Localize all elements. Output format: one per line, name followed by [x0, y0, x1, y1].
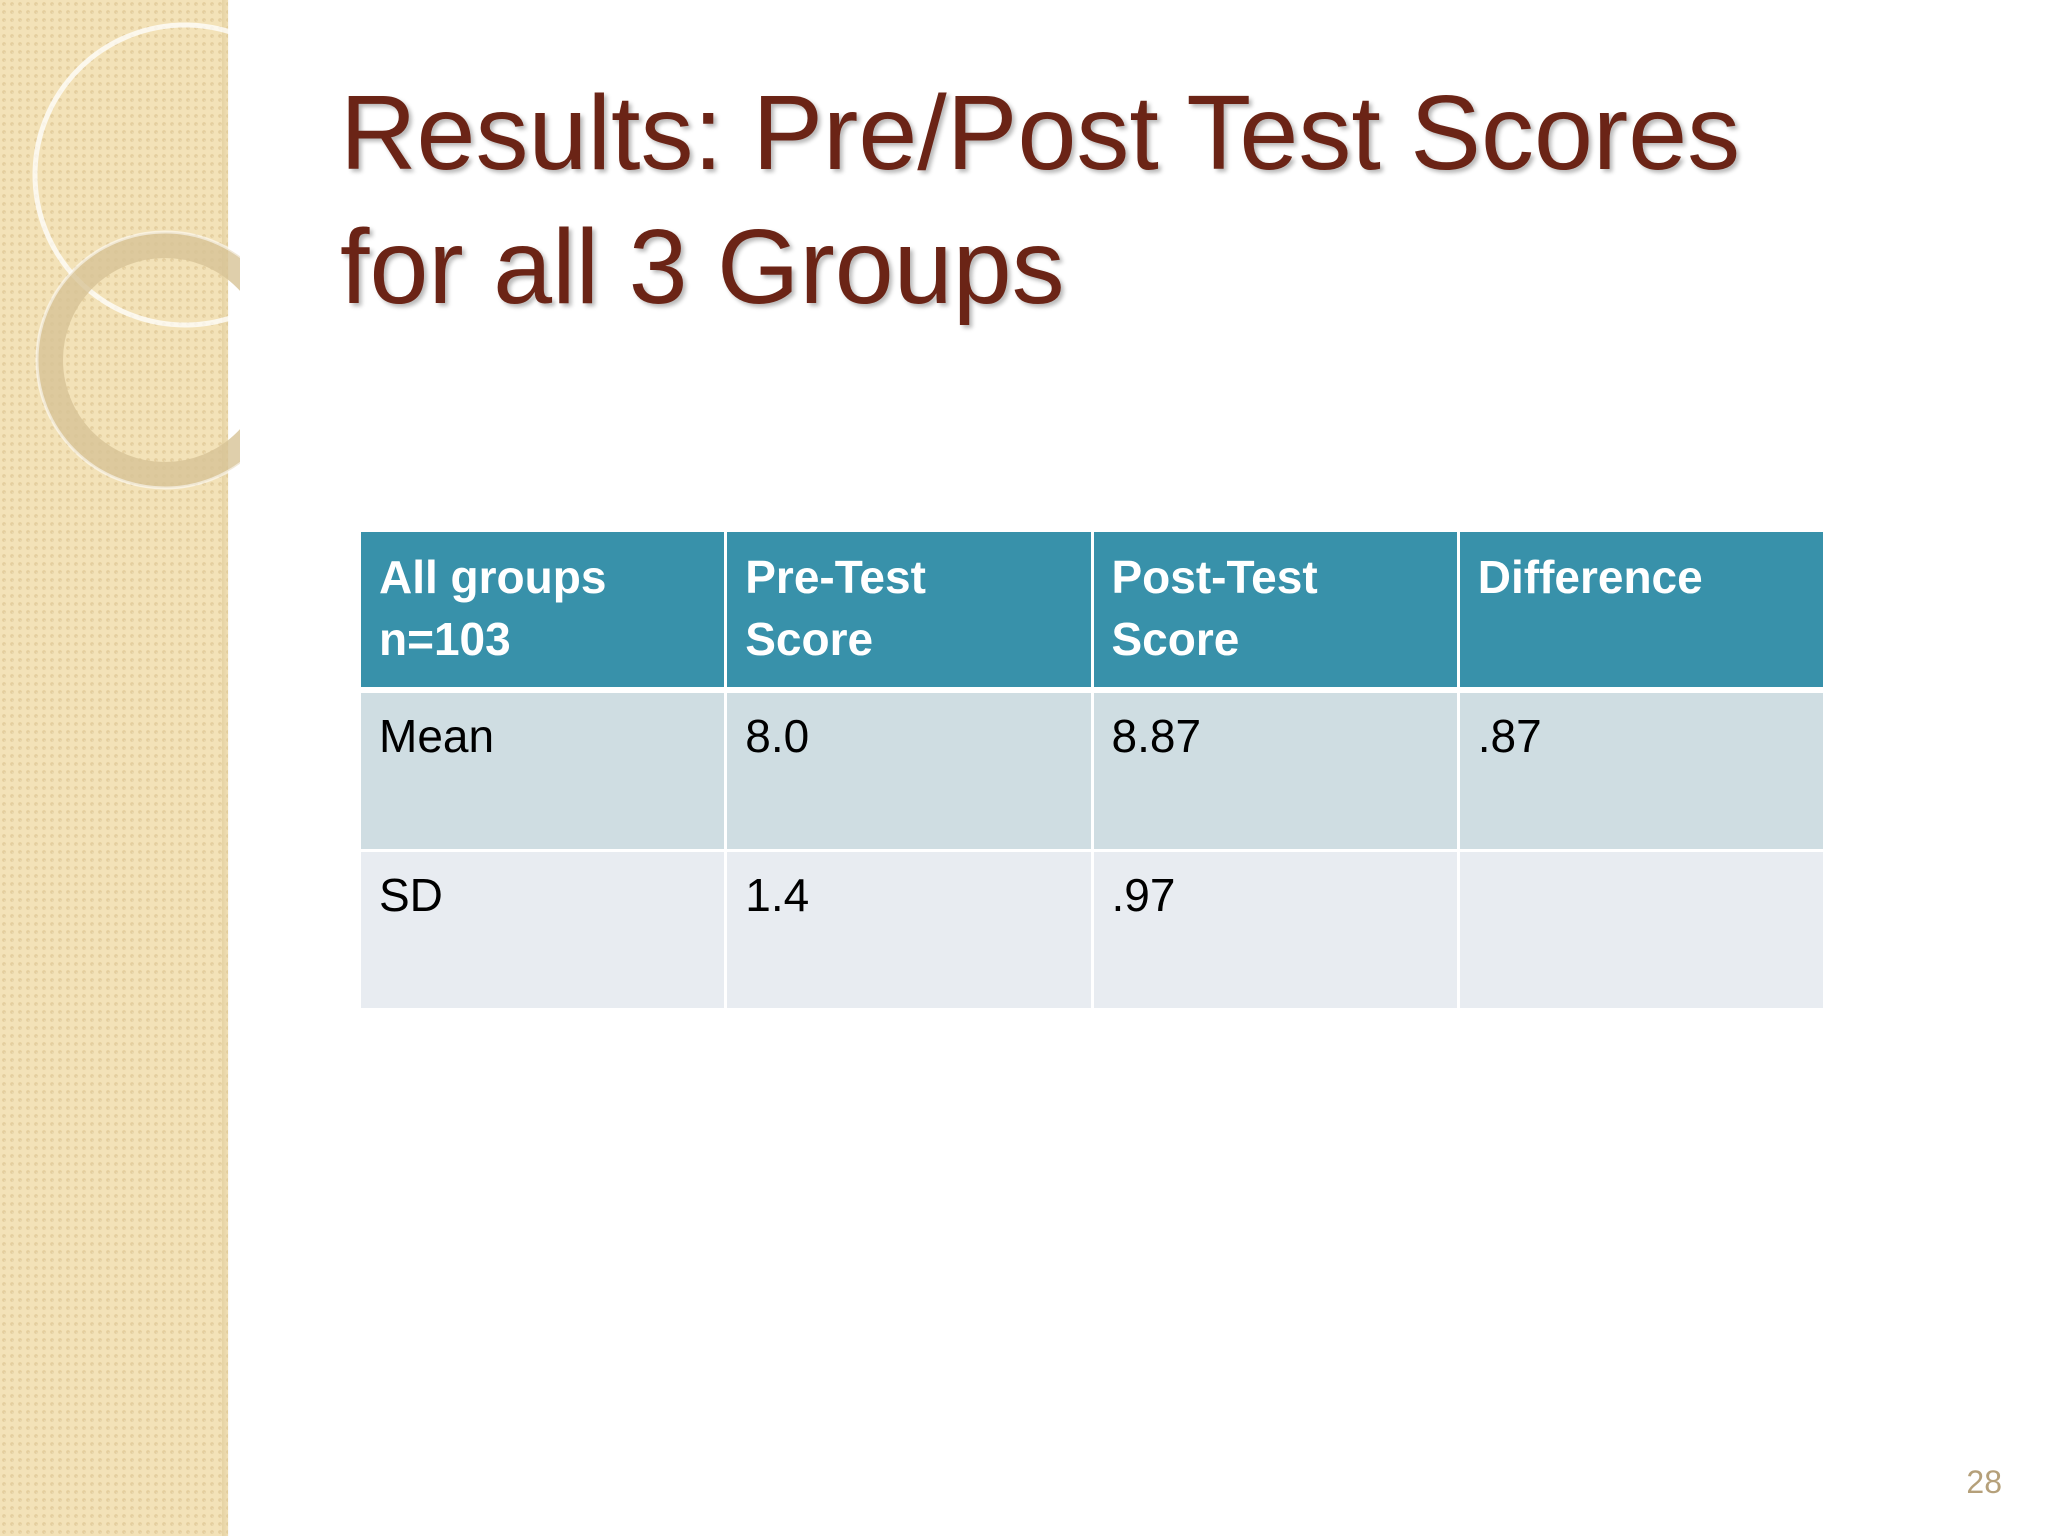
header-difference-label: Difference: [1477, 551, 1703, 603]
results-table: All groups n=103 Pre-Test Score Post-Tes…: [357, 529, 1827, 1011]
slide-title-line-1: Results: Pre/Post Test Scores: [340, 74, 1741, 192]
header-groups-label: All groups: [379, 551, 607, 603]
table-header-row: All groups n=103 Pre-Test Score Post-Tes…: [357, 529, 1827, 693]
header-pre-test-line-2: Score: [745, 613, 874, 665]
decorative-circles: [32, 22, 240, 490]
decorative-ring-large: [32, 22, 240, 328]
decorative-ring-thick: [37, 232, 240, 488]
row-mean-label: Mean: [357, 688, 728, 852]
table-row-sd: SD 1.4 .97: [357, 849, 1827, 1011]
header-post-test-line-2: Score: [1111, 613, 1240, 665]
row-sd-label: SD: [357, 849, 728, 1011]
row-mean-difference: .87: [1456, 688, 1827, 852]
header-pre-test-line-1: Pre-Test: [745, 551, 926, 603]
row-sd-difference: [1456, 849, 1827, 1011]
slide-title-line-2: for all 3 Groups: [340, 208, 1065, 326]
header-cell-pre-test: Pre-Test Score: [724, 529, 1094, 693]
header-groups-count: n=103: [379, 613, 511, 665]
row-mean-post: 8.87: [1090, 688, 1460, 852]
header-cell-groups: All groups n=103: [357, 529, 728, 693]
header-post-test-line-1: Post-Test: [1111, 551, 1318, 603]
row-mean-pre: 8.0: [724, 688, 1094, 852]
decorative-ring-outline: [35, 230, 240, 490]
header-cell-post-test: Post-Test Score: [1090, 529, 1460, 693]
row-sd-post: .97: [1090, 849, 1460, 1011]
header-cell-difference: Difference: [1456, 529, 1827, 693]
side-panel-edge: [222, 0, 230, 1536]
slide-title: Results: Pre/Post Test Scores for all 3 …: [340, 66, 1960, 334]
page-number: 28: [1966, 1464, 2002, 1500]
table-row-mean: Mean 8.0 8.87 .87: [357, 688, 1827, 852]
row-sd-pre: 1.4: [724, 849, 1094, 1011]
